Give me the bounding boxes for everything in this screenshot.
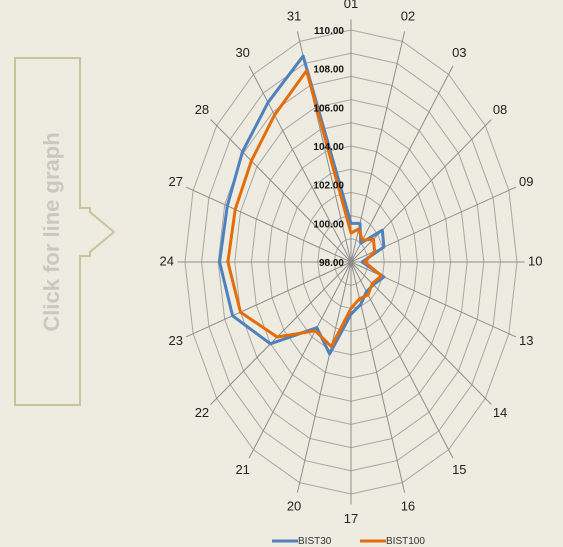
spoke-23 <box>185 261 352 338</box>
tick-label: 104.00 <box>313 142 344 153</box>
tick-label: 100.00 <box>313 219 344 230</box>
spoke-16 <box>350 261 406 493</box>
legend: BIST30 BIST100 <box>272 536 425 547</box>
spoke-03 <box>350 65 454 263</box>
series-bist30 <box>218 54 386 356</box>
category-label-30: 30 <box>235 45 249 60</box>
category-label-16: 16 <box>401 498 415 513</box>
spoke-22 <box>210 261 352 405</box>
category-label-20: 20 <box>287 498 301 513</box>
right-arrow-icon[interactable] <box>14 57 116 406</box>
category-label-03: 03 <box>452 45 466 60</box>
category-label-24: 24 <box>160 253 174 268</box>
spoke-21 <box>248 261 352 459</box>
radar-grid <box>177 19 525 505</box>
legend-label-bist30: BIST30 <box>298 536 332 547</box>
category-label-09: 09 <box>519 174 533 189</box>
category-label-13: 13 <box>519 333 533 348</box>
tick-label: 98.00 <box>319 258 344 269</box>
legend-label-bist100: BIST100 <box>386 536 425 547</box>
category-label-28: 28 <box>195 102 209 117</box>
radar-series <box>218 54 386 356</box>
category-label-17: 17 <box>344 511 358 526</box>
tick-label: 110.00 <box>314 26 344 37</box>
category-label-02: 02 <box>401 9 415 24</box>
spoke-27 <box>185 186 352 263</box>
spoke-28 <box>210 119 352 263</box>
category-label-27: 27 <box>169 174 183 189</box>
category-label-21: 21 <box>235 462 249 477</box>
category-label-01: 01 <box>344 0 358 11</box>
tick-label: 108.00 <box>313 65 344 76</box>
category-label-22: 22 <box>195 405 209 420</box>
value-tick-labels: 98.00 100.00 102.00 104.00 106.00 108.00 110.0… <box>313 26 344 269</box>
spoke-20 <box>296 261 352 493</box>
line-graph-nav-button[interactable]: Click for line graph <box>14 57 116 406</box>
spoke-13 <box>350 261 517 338</box>
tick-label: 106.00 <box>313 103 344 114</box>
nav-button-label[interactable]: Click for line graph <box>39 132 64 331</box>
category-label-14: 14 <box>493 405 507 420</box>
category-label-23: 23 <box>169 333 183 348</box>
category-label-10: 10 <box>528 253 542 268</box>
category-label-08: 08 <box>493 102 507 117</box>
series-bist100 <box>226 69 383 349</box>
spoke-30 <box>248 65 352 263</box>
category-label-31: 31 <box>287 9 301 24</box>
tick-label: 102.00 <box>313 181 344 192</box>
category-label-15: 15 <box>452 462 466 477</box>
category-labels: 01 02 03 08 09 10 13 14 15 16 17 20 21 22 23 24 27 28 30 31 <box>160 0 543 526</box>
